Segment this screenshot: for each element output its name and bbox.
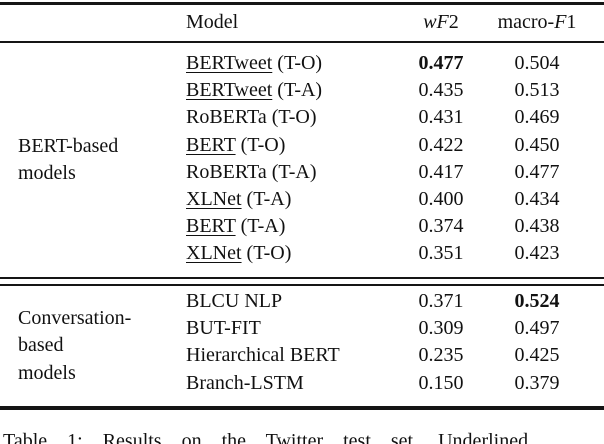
table-row: RoBERTa (T-A) 0.417 0.477 [186,159,604,186]
group-label-conversation-based: Conversation-based models [0,286,186,406]
group-label-line: BERT-based [18,134,119,157]
table-row: Hierarchical BERT 0.235 0.425 [186,342,604,369]
table-caption: Table 1: Results on the Twitter test set… [3,430,529,444]
model-name: BLCU NLP [186,290,283,313]
model-name: XLNet [186,188,242,211]
model-cell: BERT (T-O) [186,134,396,157]
model-cell: Branch-LSTM [186,372,396,395]
model-name: Hierarchical BERT [186,344,340,367]
model-name: RoBERTa [186,106,267,129]
text-run: macro- [497,11,555,33]
model-variant: (T-A) [241,188,292,211]
double-rule-upper [0,277,604,279]
model-cell: BERT (T-A) [186,215,396,238]
wf2-value: 0.400 [418,188,464,211]
model-variant: (T-O) [266,106,317,129]
model-variant: (T-A) [235,215,286,238]
section-rows: BLCU NLP 0.371 0.524 BUT-FIT 0.309 0.497 Hiera… [186,286,604,406]
macro-f1-value: 0.423 [514,242,560,265]
macro-f1-value: 0.524 [514,290,560,313]
model-name: RoBERTa [186,160,267,183]
model-variant: (T-O) [272,52,323,75]
model-cell: BUT-FIT [186,317,396,340]
header-macro-f1-label: macro-F1 [486,11,588,34]
table-row: BERTweet (T-O) 0.477 0.504 [186,50,604,77]
model-cell: BERTweet (T-A) [186,79,396,102]
table-bottom-rule [0,406,604,410]
group-label-line: Conversation- [18,307,132,330]
table-row: BERT (T-A) 0.374 0.438 [186,213,604,240]
header-wf2-label: wF2 [396,11,486,34]
model-cell: Hierarchical BERT [186,344,396,367]
model-name: Branch-LSTM [186,371,304,394]
model-cell: XLNet (T-O) [186,242,396,265]
wf2-value: 0.150 [418,371,464,394]
wf2-value: 0.422 [418,133,464,156]
math-italic-run: F [554,11,567,33]
text-run: 1 [566,11,577,33]
text-run: 2 [448,11,459,33]
wf2-value: 0.477 [418,52,464,75]
model-cell: RoBERTa (T-A) [186,161,396,184]
macro-f1-value: 0.425 [514,344,560,367]
group-label-line: models [18,162,76,184]
wf2-value: 0.417 [418,160,464,183]
header-model-label: Model [186,11,239,33]
header-rule [0,41,604,43]
section-rows: BERTweet (T-O) 0.477 0.504 BERTweet (T-A) 0.… [186,43,604,277]
model-variant: (T-A) [266,160,317,183]
model-name: BERT [186,215,236,238]
macro-f1-value: 0.450 [514,133,560,156]
model-cell: XLNet (T-A) [186,188,396,211]
model-variant: (T-A) [272,79,323,102]
table-header-row: Model wF2 macro-F1 [0,4,604,41]
table-row: XLNet (T-A) 0.400 0.434 [186,186,604,213]
model-name: BERTweet [186,79,273,102]
model-cell: BLCU NLP [186,290,396,313]
model-variant: (T-O) [235,133,286,156]
section-bert-based-models: BERT-based models BERTweet (T-O) 0.477 0.50… [0,43,604,277]
macro-f1-value: 0.477 [514,160,560,183]
macro-f1-value: 0.497 [514,317,560,340]
wf2-value: 0.235 [418,344,464,367]
model-name: BUT-FIT [186,317,261,340]
double-rule-lower [0,284,604,286]
math-italic-run: wF [423,11,449,33]
group-label-line: models [18,361,76,384]
wf2-value: 0.351 [418,242,464,265]
group-label-line: based [18,334,64,357]
table-row: BERTweet (T-A) 0.435 0.513 [186,77,604,104]
table-row: BLCU NLP 0.371 0.524 [186,288,604,315]
model-name: BERTweet [186,52,273,75]
model-cell: BERTweet (T-O) [186,52,396,75]
model-variant: (T-O) [241,242,292,265]
table-row: BUT-FIT 0.309 0.497 [186,315,604,342]
table-row: RoBERTa (T-O) 0.431 0.469 [186,104,604,131]
macro-f1-value: 0.379 [514,371,560,394]
table-row: Branch-LSTM 0.150 0.379 [186,370,604,397]
macro-f1-value: 0.434 [514,188,560,211]
model-cell: RoBERTa (T-O) [186,106,396,129]
section-conversation-based-models: Conversation-based models BLCU NLP 0.371 0.… [0,286,604,406]
table-row: XLNet (T-O) 0.351 0.423 [186,240,604,267]
wf2-value: 0.371 [418,290,464,313]
group-label-bert-based: BERT-based models [0,43,186,277]
table-row: BERT (T-O) 0.422 0.450 [186,132,604,159]
model-name: BERT [186,133,236,156]
table-top-rule [0,2,604,5]
macro-f1-value: 0.469 [514,106,560,129]
wf2-value: 0.431 [418,106,464,129]
wf2-value: 0.374 [418,215,464,238]
wf2-value: 0.435 [418,79,464,102]
model-name: XLNet [186,242,242,265]
macro-f1-value: 0.504 [514,52,560,75]
macro-f1-value: 0.438 [514,215,560,238]
macro-f1-value: 0.513 [514,79,560,102]
wf2-value: 0.309 [418,317,464,340]
